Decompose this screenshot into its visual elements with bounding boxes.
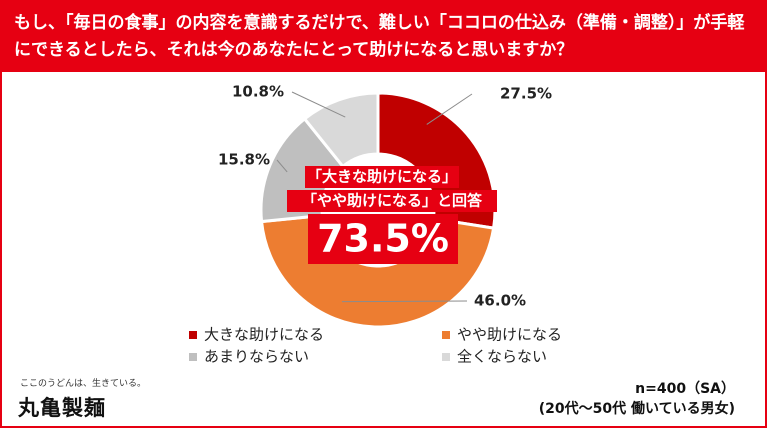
annotation-text: 「大きな助けになる」 xyxy=(307,168,457,186)
annotation-box xyxy=(308,214,458,264)
legend-label: 全くならない xyxy=(457,348,547,366)
annotation-text: 「やや助けになる」と回答 xyxy=(302,192,483,210)
brand-logo: 丸亀製麺 xyxy=(18,395,106,420)
brand-tagline: ここのうどんは、生きている。 xyxy=(20,379,147,389)
data-label: 10.8% xyxy=(232,83,284,101)
legend-label: あまりならない xyxy=(204,348,309,366)
legend-label: やや助けになる xyxy=(457,326,562,344)
annotation-box xyxy=(305,166,459,188)
legend-swatch xyxy=(442,353,450,361)
legend-label: 大きな助けになる xyxy=(204,326,324,344)
sample-note: (20代～50代 働いている男女) xyxy=(538,401,735,417)
leader-line xyxy=(426,93,473,125)
leader-line xyxy=(291,91,346,118)
data-label: 27.5% xyxy=(500,85,552,103)
leader-line xyxy=(341,300,468,303)
data-label: 46.0% xyxy=(474,292,526,310)
legend-swatch xyxy=(189,353,197,361)
legend-swatch xyxy=(442,331,450,339)
chart-title: もし、「毎日の食事」の内容を意識するだけで、難しい「ココロの仕込み（準備・調整）… xyxy=(2,2,765,72)
legend-swatch xyxy=(189,331,197,339)
annotation-box xyxy=(287,190,497,212)
leader-line xyxy=(276,159,288,173)
data-label: 15.8% xyxy=(218,151,270,169)
annotation-total: 73.5% xyxy=(317,217,449,261)
donut-slice xyxy=(302,91,380,169)
sample-note: n=400（SA） xyxy=(635,381,735,397)
